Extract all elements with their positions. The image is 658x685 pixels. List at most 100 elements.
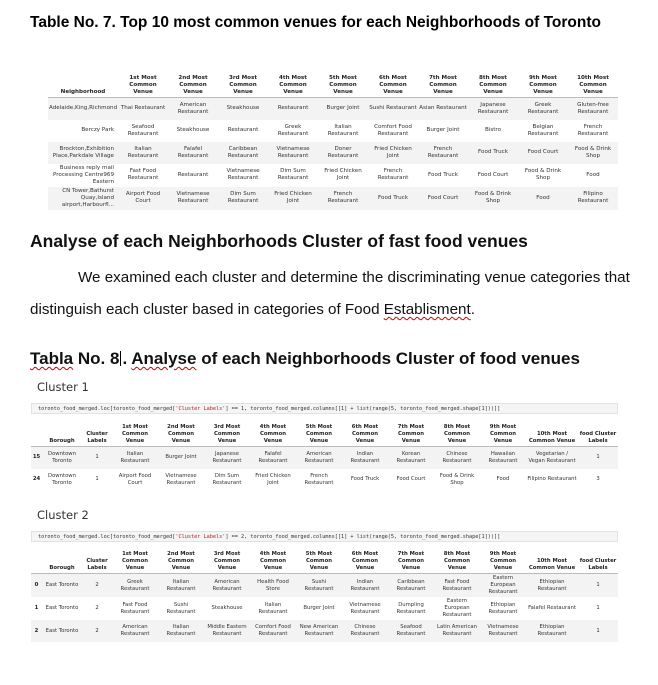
table-cell: Steakhouse bbox=[226, 105, 260, 112]
column-header: 4th Most Common Venue bbox=[250, 417, 296, 447]
table-cell: Fast Food Restaurant bbox=[127, 168, 159, 181]
table-cell: East Toronto bbox=[45, 627, 79, 634]
column-header: Cluster Labels bbox=[82, 544, 112, 574]
table-cell: Ethiopian Restaurant bbox=[488, 601, 518, 615]
table-cell: Filipino Restaurant bbox=[527, 476, 577, 482]
table-cell: Italian Restaurant bbox=[120, 450, 150, 464]
column-header: 7th Most Common Venue bbox=[388, 417, 434, 447]
table-cell: Fried Chicken Joint bbox=[274, 191, 312, 204]
column-header: 9th Most Common Venue bbox=[480, 417, 526, 447]
table-cell: Food Truck bbox=[478, 149, 508, 155]
table-cell: Vietnamese Restaurant bbox=[165, 472, 197, 486]
table-cell: 2 bbox=[95, 582, 99, 588]
table-cell: 24 bbox=[32, 476, 41, 482]
column-header: 1st Most Common Venue bbox=[112, 417, 158, 447]
table-cell: Indian Restaurant bbox=[350, 450, 380, 464]
table-row: 2 East Toronto 2 American Restaurant Italian… bbox=[31, 620, 618, 642]
table-cell: Vietnamese Restaurant bbox=[276, 145, 310, 159]
caption-number: No. 8 bbox=[73, 349, 120, 368]
table-cell: French Restaurant bbox=[577, 123, 609, 137]
table-cell: Ethiopian Restaurant bbox=[537, 624, 567, 637]
column-header: 3rd Most Common Venue bbox=[218, 68, 268, 98]
table-cell: Sushi Restaurant bbox=[304, 578, 334, 592]
table-row: CN Tower,Bathurst Quay,Island airport,Ha… bbox=[48, 186, 618, 210]
table-cell: Italian Restaurant bbox=[327, 123, 359, 137]
table-cell: 2 bbox=[95, 627, 99, 634]
table-cell: 1 bbox=[95, 454, 99, 461]
table-cell: Burger Joint bbox=[326, 105, 360, 112]
paragraph-text: We examined each cluster and determine t… bbox=[30, 269, 630, 318]
column-header: 8th Most Common Venue bbox=[434, 417, 480, 447]
column-header: 6th Most Common Venue bbox=[368, 68, 418, 98]
column-header: 7th Most Common Venue bbox=[388, 544, 434, 574]
table-cell: 3 bbox=[596, 476, 600, 482]
cluster-2-table-header: Borough Cluster Labels 1st Most Common Ven… bbox=[31, 544, 618, 574]
table-cell: Chinese Restaurant bbox=[350, 624, 380, 637]
table-cell: Restaurant bbox=[277, 105, 309, 112]
table-cell: Food Court bbox=[527, 149, 559, 155]
table-cell: Downtown Toronto bbox=[47, 450, 76, 464]
code-part: toronto_food_merged.loc[toronto_food_mer… bbox=[38, 534, 176, 540]
table-cell: Chinese Restaurant bbox=[442, 450, 472, 464]
table-cell: Falafel Restaurant bbox=[177, 145, 209, 159]
code-part: ] == 2, toronto_food_merged.columns[[1] … bbox=[225, 534, 501, 540]
table-cell: Doner Restaurant bbox=[327, 145, 359, 159]
column-header: 2nd Most Common Venue bbox=[168, 68, 218, 98]
table-cell: Sushi Restaurant bbox=[166, 601, 196, 615]
table-cell: Burger Joint bbox=[426, 127, 460, 133]
table-cell: Vegetarian / Vegan Restaurant bbox=[528, 450, 576, 464]
text-cursor bbox=[120, 351, 122, 366]
header-row: Borough Cluster Labels 1st Most Common Ven… bbox=[31, 544, 618, 574]
table-cell: Fried Chicken Joint bbox=[255, 472, 291, 486]
table-cell: Greek Restaurant bbox=[120, 578, 150, 592]
table-cell: Vietnamese Restaurant bbox=[487, 624, 519, 637]
table-cell: Japanese Restaurant bbox=[477, 101, 509, 115]
cluster-2-code-cell: toronto_food_merged.loc[toronto_food_mer… bbox=[31, 531, 618, 542]
table-cell: Restaurant bbox=[227, 127, 259, 133]
table-cell: Italian Restaurant bbox=[166, 624, 196, 637]
cluster-1-table-body: 15 Downtown Toronto 1 Italian Restaurant Bur… bbox=[31, 446, 618, 491]
table-cell: Food & Drink Shop bbox=[574, 145, 612, 159]
column-header bbox=[31, 417, 42, 447]
table-cell: Fried Chicken Joint bbox=[374, 145, 412, 159]
table-cell: Filipino Restaurant bbox=[577, 191, 609, 204]
table-row: Berczy Park Seafood Restaurant Steakhouse R… bbox=[48, 120, 618, 142]
table-cell: Fast Food Restaurant bbox=[120, 601, 150, 615]
table-cell: Greek Restaurant bbox=[277, 123, 309, 137]
table-cell: Restaurant bbox=[177, 171, 209, 178]
table-row: Adelaide,King,Richmond Thai Restaurant Ame… bbox=[48, 97, 618, 120]
table-cell: Hawaiian Restaurant bbox=[488, 450, 518, 464]
column-header: 5th Most Common Venue bbox=[296, 417, 342, 447]
table-cell: Food bbox=[496, 476, 510, 482]
column-header: 9th Most Common Venue bbox=[480, 544, 526, 574]
code-string: 'Cluster Labels' bbox=[175, 406, 226, 412]
table-cell: Burger Joint bbox=[165, 454, 197, 461]
caption-word-analyse: Analyse bbox=[131, 349, 197, 368]
table-cell: Vietnamese Restaurant bbox=[226, 168, 260, 181]
table-cell: Downtown Toronto bbox=[47, 472, 76, 486]
table-cell: 1 bbox=[95, 476, 99, 482]
table-cell: Gluten-free Restaurant bbox=[577, 101, 609, 115]
column-header: 1st Most Common Venue bbox=[112, 544, 158, 574]
table-7: Neighborhood 1st Most Common Venue 2nd Mos… bbox=[48, 68, 618, 210]
paragraph-misspelled-word: Establisment bbox=[383, 301, 471, 318]
column-header: 5th Most Common Venue bbox=[318, 68, 368, 98]
table-row: 1 East Toronto 2 Fast Food Restaurant Sushi … bbox=[31, 597, 618, 620]
table-cell: 2 bbox=[95, 605, 99, 611]
header-row: Borough Cluster Labels 1st Most Common Ven… bbox=[31, 417, 618, 447]
table-cell: 2 bbox=[34, 627, 39, 634]
table-cell: Airport Food Court bbox=[118, 472, 152, 486]
table-cell: Middle Eastern Restaurant bbox=[207, 624, 247, 637]
table-cell: 1 bbox=[596, 605, 600, 611]
table-cell: Fast Food Restaurant bbox=[442, 578, 472, 592]
table-cell: French Restaurant bbox=[427, 145, 459, 159]
table-cell: French Restaurant bbox=[327, 191, 359, 204]
table-row: 15 Downtown Toronto 1 Italian Restaurant Bur… bbox=[31, 446, 618, 469]
table-cell: Greek Restaurant bbox=[527, 101, 559, 115]
table-cell: 0 bbox=[34, 582, 39, 588]
cluster-1-table-header: Borough Cluster Labels 1st Most Common Ven… bbox=[31, 417, 618, 447]
column-header: 8th Most Common Venue bbox=[468, 68, 518, 98]
cluster-1-table: Borough Cluster Labels 1st Most Common Ven… bbox=[31, 417, 618, 491]
table-cell: Health Food Store bbox=[257, 578, 289, 592]
table-cell: Airport Food Court bbox=[125, 191, 161, 204]
